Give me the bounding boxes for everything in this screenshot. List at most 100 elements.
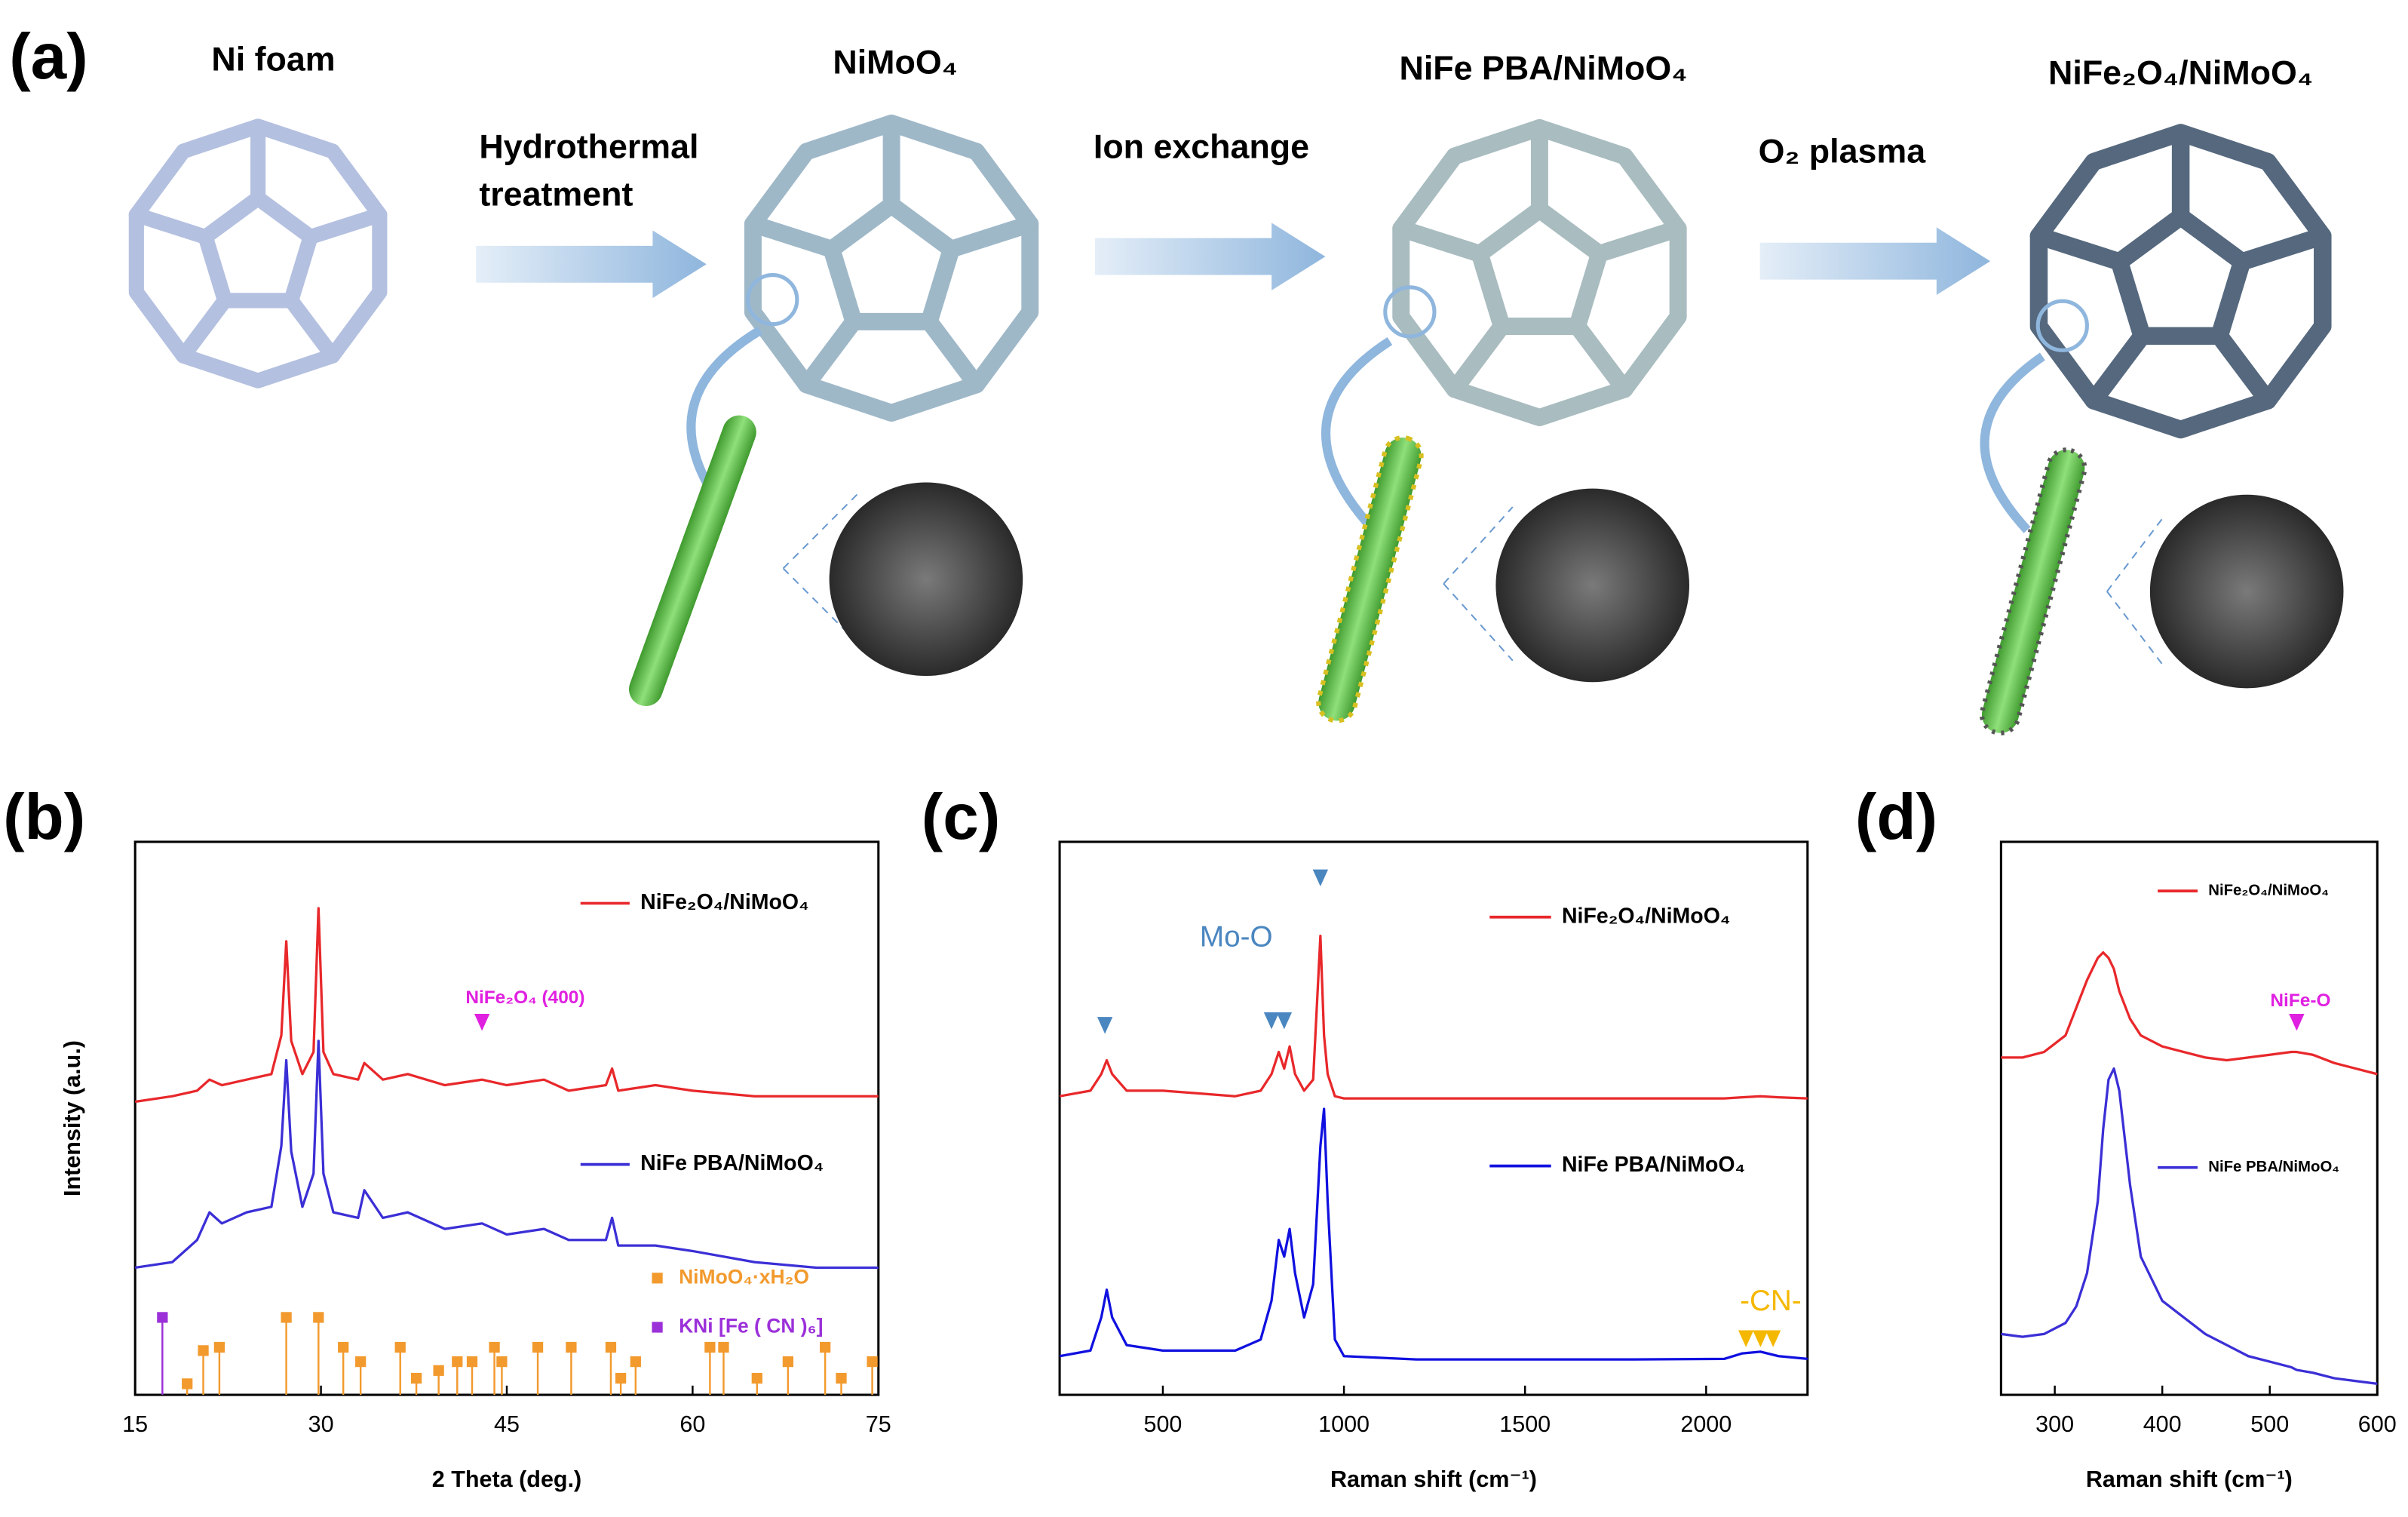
stage-label: Ni foam — [211, 40, 335, 78]
x-tick-label: 300 — [2035, 1411, 2074, 1437]
x-axis-label: 2 Theta (deg.) — [432, 1466, 581, 1492]
reference-marker — [394, 1341, 406, 1353]
x-tick-label: 1500 — [1499, 1411, 1551, 1437]
peak-marker — [1276, 1012, 1293, 1030]
reference-marker — [213, 1341, 225, 1353]
nifepba-foam — [1401, 127, 1678, 417]
schematic: (a) Ni foam NiMoO₄ NiFe PBA/NiMoO₄ NiFe₂… — [9, 21, 2344, 735]
reference-marker — [281, 1312, 292, 1323]
panel-label: (a) — [9, 21, 88, 93]
reference-marker — [489, 1341, 500, 1353]
x-tick-label: 75 — [866, 1411, 891, 1437]
chart: (c) 500 1000 1500 2000 Raman shift (cm⁻¹) NiFe… — [922, 782, 1809, 1492]
x-tick-label: 1000 — [1318, 1411, 1370, 1437]
reference-marker — [751, 1372, 762, 1384]
legend-swatch — [652, 1273, 663, 1284]
plot-frame — [1999, 840, 2379, 1396]
ni-foam — [137, 126, 380, 380]
nife2o4-foam — [2038, 133, 2322, 429]
panel-label: (d) — [1855, 782, 1937, 853]
y-axis-label: Intensity (a.u.) — [60, 1040, 85, 1196]
x-tick-label: 500 — [1143, 1411, 1182, 1437]
detail-nifepba — [1316, 285, 1689, 723]
reference-marker — [338, 1341, 349, 1353]
step-arrow — [1759, 227, 1991, 296]
legend-label: NiMoO₄·xH₂O — [679, 1265, 809, 1288]
plot-frame — [133, 840, 880, 1396]
reference-marker — [820, 1341, 831, 1353]
chart: (d) 300 400 500 600 Raman shift (cm⁻¹) NiFe₂O₄… — [1855, 782, 2397, 1492]
reference-marker — [532, 1341, 544, 1353]
step-label: Hydrothermal — [479, 127, 698, 165]
spectrum-line — [1059, 934, 1808, 1100]
reference-marker — [566, 1341, 577, 1353]
peak-marker — [474, 1014, 490, 1031]
peak-marker — [1753, 1330, 1768, 1347]
legend-label: NiFe₂O₄/NiMoO₄ — [2208, 883, 2329, 899]
stage-label: NiFe PBA/NiMoO₄ — [1399, 50, 1687, 88]
x-tick-label: 30 — [308, 1411, 334, 1437]
spectrum-line — [2001, 1067, 2378, 1386]
reference-marker — [496, 1356, 508, 1368]
peak-marker — [1312, 869, 1329, 887]
legend-swatch — [652, 1322, 663, 1333]
reference-marker — [355, 1356, 367, 1368]
step-label: treatment — [479, 176, 633, 213]
detail-nimoo4 — [629, 273, 1023, 707]
nimoo4-foam — [753, 123, 1029, 413]
reference-marker — [410, 1372, 422, 1384]
x-tick-label: 2000 — [1680, 1411, 1732, 1437]
panel-label: (b) — [3, 782, 85, 853]
x-axis-label: Raman shift (cm⁻¹) — [2086, 1466, 2293, 1492]
reference-marker — [182, 1378, 193, 1390]
step-label: Ion exchange — [1094, 127, 1309, 165]
reference-marker — [867, 1356, 878, 1368]
chart: (b) 15 30 45 60 75 2 Theta (deg.) Intensity (a.… — [3, 782, 891, 1492]
step-arrow — [476, 230, 707, 299]
spectrum-line — [2001, 950, 2378, 1076]
legend-label: NiFe PBA/NiMoO₄ — [1562, 1153, 1745, 1177]
peak-marker — [1738, 1330, 1754, 1347]
panel-label: (c) — [922, 782, 1001, 853]
legend-label: NiFe₂O₄/NiMoO₄ — [1562, 904, 1731, 928]
stage-label: NiMoO₄ — [833, 43, 958, 81]
step-arrow — [1094, 223, 1326, 290]
reference-marker — [605, 1341, 617, 1353]
reference-marker — [198, 1345, 209, 1356]
x-tick-label: 600 — [2358, 1411, 2397, 1437]
reference-marker — [615, 1372, 627, 1384]
legend-label: KNi [Fe ( CN )₆] — [679, 1314, 823, 1337]
peak-marker — [1263, 1012, 1280, 1030]
stage-label: NiFe₂O₄/NiMoO₄ — [2048, 54, 2313, 92]
x-tick-label: 15 — [122, 1411, 148, 1437]
reference-marker — [630, 1356, 641, 1368]
reference-marker — [466, 1356, 478, 1368]
annotation: NiFe-O — [2270, 990, 2330, 1011]
peak-marker — [2289, 1014, 2305, 1031]
x-axis-label: Raman shift (cm⁻¹) — [1330, 1466, 1537, 1492]
annotation: NiFe₂O₄ (400) — [465, 987, 584, 1008]
step-label: O₂ plasma — [1759, 133, 1927, 170]
reference-marker — [452, 1356, 463, 1368]
x-tick-label: 400 — [2143, 1411, 2182, 1437]
annotation: -CN- — [1740, 1285, 1802, 1317]
spectrum-line — [134, 1039, 879, 1270]
reference-marker — [704, 1341, 716, 1353]
reference-marker — [718, 1341, 729, 1353]
plot-frame — [1058, 840, 1809, 1396]
reference-marker — [782, 1356, 794, 1368]
spectrum-line — [134, 907, 879, 1104]
peak-marker — [1765, 1330, 1781, 1347]
reference-marker — [157, 1312, 168, 1323]
x-tick-label: 500 — [2250, 1411, 2289, 1437]
x-tick-label: 60 — [679, 1411, 705, 1437]
spectrum-line — [1059, 1107, 1808, 1361]
annotation: Mo-O — [1200, 920, 1273, 953]
detail-nife2o4 — [1979, 299, 2344, 735]
legend-label: NiFe PBA/NiMoO₄ — [640, 1151, 824, 1175]
x-tick-label: 45 — [494, 1411, 520, 1437]
reference-marker — [313, 1312, 324, 1323]
reference-marker — [433, 1365, 444, 1376]
